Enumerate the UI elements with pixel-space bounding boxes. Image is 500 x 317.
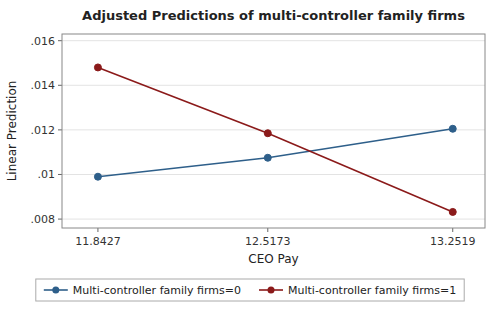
legend-marker bbox=[52, 287, 59, 294]
grid-line bbox=[62, 40, 485, 41]
y-axis-label: Linear Prediction bbox=[5, 81, 19, 182]
tick bbox=[58, 85, 62, 86]
legend-item: Multi-controller family firms=1 bbox=[259, 284, 456, 297]
tick bbox=[58, 40, 62, 41]
point bbox=[264, 130, 271, 137]
x-axis-label: CEO Pay bbox=[248, 252, 298, 266]
tick bbox=[58, 219, 62, 220]
point bbox=[449, 125, 456, 132]
legend-item: Multi-controller family firms=0 bbox=[44, 284, 241, 297]
point bbox=[449, 208, 456, 215]
legend-label: Multi-controller family firms=1 bbox=[288, 284, 456, 297]
tick-label: .008 bbox=[31, 213, 56, 226]
tick-label: 12.5173 bbox=[245, 235, 291, 248]
chart: Adjusted Predictions of multi-controller… bbox=[0, 0, 500, 317]
title: Adjusted Predictions of multi-controller… bbox=[82, 8, 465, 23]
legend-marker bbox=[268, 287, 275, 294]
point bbox=[94, 173, 101, 180]
point bbox=[264, 154, 271, 161]
legend-label: Multi-controller family firms=0 bbox=[73, 284, 241, 297]
tick-label: .012 bbox=[31, 124, 56, 137]
series-line bbox=[98, 67, 453, 211]
grid-line bbox=[62, 85, 485, 86]
tick-label: .016 bbox=[31, 35, 56, 48]
grid-line bbox=[62, 129, 485, 130]
grid-line bbox=[62, 219, 485, 220]
point bbox=[94, 64, 101, 71]
legend: Multi-controller family firms=0 Multi-con… bbox=[36, 279, 464, 301]
tick bbox=[267, 228, 268, 232]
tick bbox=[97, 228, 98, 232]
tick-label: .01 bbox=[38, 168, 56, 181]
plot-area bbox=[94, 64, 456, 215]
tick bbox=[58, 129, 62, 130]
tick bbox=[452, 228, 453, 232]
tick-label: .014 bbox=[31, 79, 56, 92]
tick bbox=[58, 174, 62, 175]
plot-frame bbox=[62, 34, 485, 228]
tick-label: 11.8427 bbox=[75, 235, 121, 248]
tick-label: 13.2519 bbox=[430, 235, 476, 248]
legend-box bbox=[36, 279, 464, 301]
